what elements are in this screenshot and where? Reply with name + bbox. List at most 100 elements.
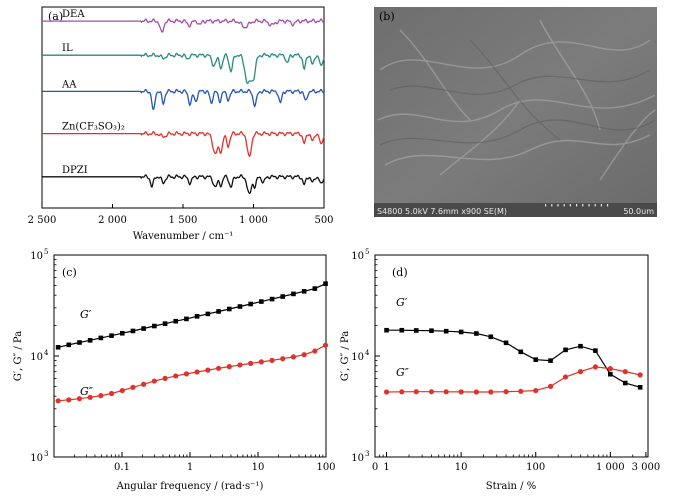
freq-point-gdoubleprime <box>280 356 286 362</box>
ftir-legend-dea: DEA <box>62 9 85 20</box>
freq-point-gprime <box>87 338 93 343</box>
strain-y-tick-label: 10 <box>351 352 364 363</box>
freq-point-gprime <box>77 340 82 345</box>
freq-point-gprime <box>205 311 211 317</box>
sem-scale-tick <box>588 204 590 207</box>
strain-point-gprime <box>384 327 389 333</box>
strain-y-axis-label: G′, G″ / Pa <box>340 331 351 381</box>
ftir-series-il <box>42 52 325 85</box>
strain-point-gprime <box>533 357 539 362</box>
strain-point-gdoubleprime <box>622 369 628 375</box>
ftir-x-tick-label: 2 500 <box>28 215 57 226</box>
sem-wrinkle-texture <box>377 19 656 181</box>
sem-panel-label: (b) <box>379 10 395 23</box>
ftir-legend-il: IL <box>62 43 73 54</box>
sem-panel: S4800 5.0kV 7.6mm x900 SE(M) 50.0um (b) <box>374 7 657 217</box>
ftir-series-aa <box>42 88 325 111</box>
freq-point-gdoubleprime <box>237 362 243 368</box>
freq-x-axis-label: Angular frequency / (rad·s⁻¹) <box>116 481 264 492</box>
strain-point-gdoubleprime <box>518 388 524 394</box>
strain-x-tick-label: 100 <box>526 462 545 473</box>
sem-scale-tick <box>582 204 584 207</box>
strain-x-tick-label: 10 <box>455 462 468 473</box>
strain-point-gdoubleprime <box>458 389 464 395</box>
freq-point-gprime <box>184 316 189 322</box>
strain-x-origin-label: 0 <box>372 462 378 473</box>
sem-scale-tick <box>569 204 571 207</box>
sem-image <box>374 7 657 217</box>
strain-point-gprime <box>548 358 553 363</box>
strain-point-gprime <box>399 327 405 333</box>
sem-scale-tick <box>607 204 609 207</box>
freq-point-gdoubleprime <box>130 384 136 390</box>
freq-point-gprime <box>141 326 146 331</box>
freq-point-gdoubleprime <box>55 398 61 404</box>
freq-point-gprime <box>226 306 232 312</box>
strain-point-gprime <box>518 349 524 355</box>
strain-point-gdoubleprime <box>443 389 449 395</box>
freq-point-gdoubleprime <box>248 360 254 366</box>
freq-point-gdoubleprime <box>205 367 211 373</box>
strain-point-gprime <box>608 371 613 377</box>
freq-point-gprime <box>119 330 125 336</box>
freq-point-gdoubleprime <box>141 381 147 387</box>
strain-y-tick-exponent: 3 <box>365 450 369 458</box>
freq-point-gdoubleprime <box>194 369 200 375</box>
freq-y-tick-label: 10 <box>30 453 43 464</box>
strain-point-gdoubleprime <box>428 389 435 395</box>
strain-point-gdoubleprime <box>413 389 419 395</box>
ftir-x-tick-label: 1 500 <box>169 215 198 226</box>
freq-point-gprime <box>173 318 179 324</box>
freq-point-gdoubleprime <box>269 357 275 363</box>
strain-point-gdoubleprime <box>473 389 479 395</box>
freq-point-gdoubleprime <box>301 352 307 358</box>
ftir-legend-zn-cf-so: Zn(CF₃SO₃)₂ <box>62 122 125 133</box>
ftir-series-dea <box>42 18 325 33</box>
freq-point-gdoubleprime <box>173 373 179 379</box>
freq-point-gprime <box>323 281 328 286</box>
strain-point-gdoubleprime <box>607 366 613 372</box>
strain-point-gprime <box>637 384 643 390</box>
ftir-x-axis-label: Wavenumber / cm⁻¹ <box>133 231 234 242</box>
freq-point-gdoubleprime <box>290 354 297 360</box>
freq-point-gdoubleprime <box>226 364 232 370</box>
freq-point-gprime <box>130 328 136 334</box>
strain-point-gdoubleprime <box>637 372 643 378</box>
sem-info-bar <box>374 203 657 217</box>
sem-scale-tick <box>594 204 596 207</box>
strain-y-tick-exponent: 4 <box>365 349 370 357</box>
ftir-series-zn-cf-so <box>42 130 325 158</box>
freq-point-gdoubleprime <box>322 342 329 348</box>
freq-point-gprime <box>237 304 243 309</box>
freq-point-gprime <box>55 344 61 350</box>
strain-point-gdoubleprime <box>503 389 509 395</box>
sem-info-text: S4800 5.0kV 7.6mm x900 SE(M) <box>377 207 507 216</box>
sem-scale-tick <box>551 204 553 207</box>
sem-scale-tick <box>557 204 559 207</box>
strain-point-gdoubleprime <box>562 374 569 380</box>
strain-point-gprime <box>593 348 598 353</box>
freq-gdoubleprime-label: G″ <box>80 385 94 398</box>
freq-point-gdoubleprime <box>162 375 168 382</box>
freq-point-gprime <box>269 296 275 302</box>
strain-point-gdoubleprime <box>547 383 554 390</box>
ftir-x-tick-label: 2 000 <box>98 215 127 226</box>
ftir-plot-frame <box>41 6 325 209</box>
freq-point-gdoubleprime <box>98 393 104 399</box>
freq-point-gdoubleprime <box>66 397 72 403</box>
freq-gprime-label: G′ <box>80 308 92 321</box>
freq-point-gprime <box>216 309 221 314</box>
freq-point-gprime <box>152 323 157 329</box>
strain-y-tick-label: 10 <box>351 251 364 262</box>
freq-point-gdoubleprime <box>87 394 93 400</box>
freq-y-tick-exponent: 5 <box>44 248 48 256</box>
ftir-panel-label: (a) <box>48 10 63 23</box>
ftir-legend-dpzi: DPZI <box>62 165 88 176</box>
ftir-legend-aa: AA <box>61 79 77 90</box>
freq-point-gdoubleprime <box>312 348 318 354</box>
freq-x-tick-label: 1 <box>187 462 193 473</box>
freq-point-gprime <box>194 314 200 319</box>
